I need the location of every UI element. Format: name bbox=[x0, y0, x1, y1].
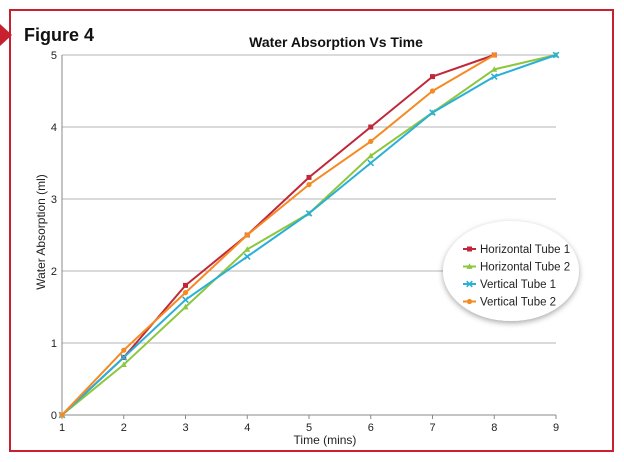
x-tick-label: 8 bbox=[491, 422, 497, 434]
x-tick-label: 5 bbox=[306, 422, 312, 434]
axes bbox=[61, 55, 557, 419]
figure-label: Figure 4 bbox=[24, 25, 95, 45]
data-point bbox=[306, 182, 312, 188]
legend-label: Horizontal Tube 1 bbox=[480, 244, 570, 256]
data-point bbox=[120, 354, 128, 361]
x-tick-label: 3 bbox=[182, 422, 188, 434]
y-tick-labels: 0 1 2 3 4 5 bbox=[51, 50, 57, 422]
legend-swatch-marker bbox=[466, 263, 473, 269]
data-point bbox=[120, 361, 127, 367]
legend-swatch-marker bbox=[467, 246, 472, 252]
legend-swatch-marker bbox=[466, 298, 473, 305]
y-tick-label: 4 bbox=[51, 122, 57, 134]
data-point bbox=[430, 74, 435, 80]
y-tick-label: 2 bbox=[51, 266, 57, 278]
legend-swatch-marker bbox=[466, 280, 473, 288]
figure-tab-marker bbox=[0, 24, 12, 46]
data-point bbox=[244, 246, 251, 252]
y-tick-label: 3 bbox=[51, 194, 57, 206]
x-tick-label: 9 bbox=[553, 422, 559, 434]
x-tick-label: 1 bbox=[59, 422, 65, 434]
data-point bbox=[368, 138, 374, 144]
series-lines bbox=[58, 51, 560, 419]
y-tick-label: 0 bbox=[51, 410, 57, 422]
data-point bbox=[552, 51, 560, 59]
data-point bbox=[244, 232, 250, 238]
data-point bbox=[491, 66, 498, 72]
legend-background bbox=[443, 221, 579, 321]
legend: Horizontal Tube 1 Horizontal Tube 2 Vertic… bbox=[443, 221, 579, 321]
chart-title: Water Absorption Vs Time bbox=[249, 34, 423, 50]
x-tick-label: 4 bbox=[244, 422, 250, 434]
series-line bbox=[61, 54, 495, 416]
data-point bbox=[429, 109, 436, 116]
data-point bbox=[367, 159, 375, 167]
data-point bbox=[183, 282, 188, 288]
data-point bbox=[429, 88, 436, 94]
data-point bbox=[367, 152, 374, 159]
x-axis-label: Time (mins) bbox=[294, 433, 357, 447]
series-3 bbox=[58, 51, 560, 419]
legend-label: Horizontal Tube 2 bbox=[480, 262, 570, 274]
x-tick-label: 6 bbox=[368, 422, 374, 434]
data-point bbox=[306, 174, 312, 180]
data-point bbox=[59, 412, 65, 418]
data-point bbox=[305, 210, 313, 217]
x-tick-label: 2 bbox=[121, 422, 127, 434]
y-axis-label: Water Absorption (ml) bbox=[34, 174, 48, 290]
x-tick-label: 7 bbox=[429, 422, 435, 434]
y-tick-label: 1 bbox=[51, 338, 57, 350]
x-tick-labels: 1 2 3 4 5 6 7 8 9 bbox=[59, 422, 559, 434]
series-line bbox=[61, 54, 495, 416]
legend-label: Vertical Tube 2 bbox=[480, 297, 556, 309]
y-tick-label: 5 bbox=[51, 50, 57, 62]
data-point bbox=[182, 290, 189, 296]
gridlines bbox=[62, 54, 556, 344]
data-point bbox=[491, 52, 497, 58]
data-point bbox=[121, 347, 127, 353]
data-point bbox=[368, 124, 374, 130]
data-point bbox=[182, 303, 189, 310]
data-point bbox=[182, 296, 189, 304]
data-point bbox=[490, 73, 498, 80]
legend-label: Vertical Tube 1 bbox=[480, 279, 556, 291]
data-point bbox=[243, 253, 251, 260]
series-4 bbox=[59, 52, 497, 418]
